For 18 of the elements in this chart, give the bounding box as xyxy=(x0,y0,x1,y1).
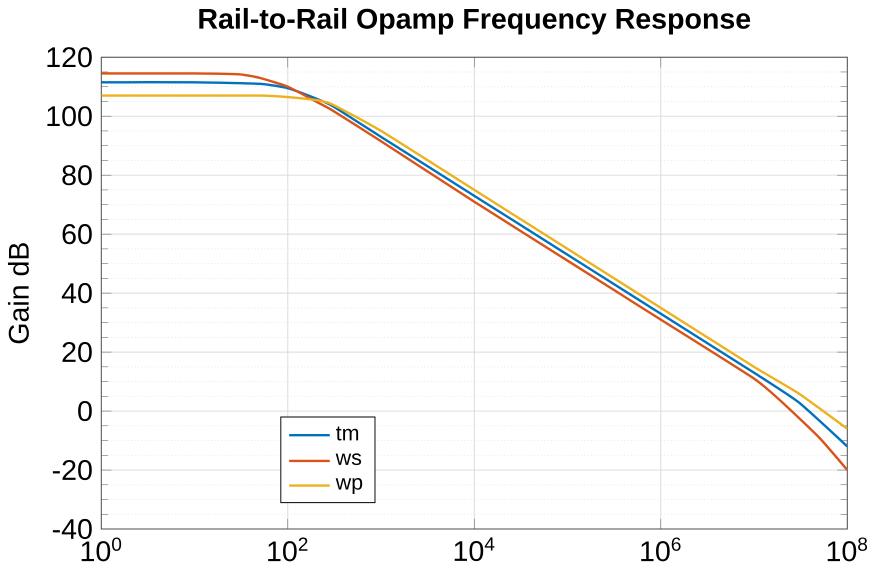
y-tick-label: 60 xyxy=(62,224,92,244)
chart-title: Rail-to-Rail Opamp Frequency Response xyxy=(199,8,750,34)
y-tick-label: -40 xyxy=(52,518,92,539)
x-tick-label: 10$^{4}$ xyxy=(454,537,494,562)
y-tick-label: 120 xyxy=(47,46,92,68)
y-tick-label: 0 xyxy=(78,400,92,422)
x-tick-label: 10$^{6}$ xyxy=(641,537,681,562)
legend-label: ws xyxy=(336,453,362,466)
y-tick-label: 80 xyxy=(62,164,92,186)
x-tick-label: 10$^{2}$ xyxy=(268,537,308,562)
y-tick-label: 40 xyxy=(62,282,92,304)
y-tick-label: 100 xyxy=(47,106,92,126)
y-axis-title: Gain dB xyxy=(8,242,29,344)
y-tick-label: 20 xyxy=(62,342,92,362)
x-tick-label: 10$^{8}$ xyxy=(828,537,868,562)
y-tick-label: -20 xyxy=(52,460,92,480)
legend-label: wp xyxy=(336,478,362,494)
legend-label: tm xyxy=(336,426,358,440)
